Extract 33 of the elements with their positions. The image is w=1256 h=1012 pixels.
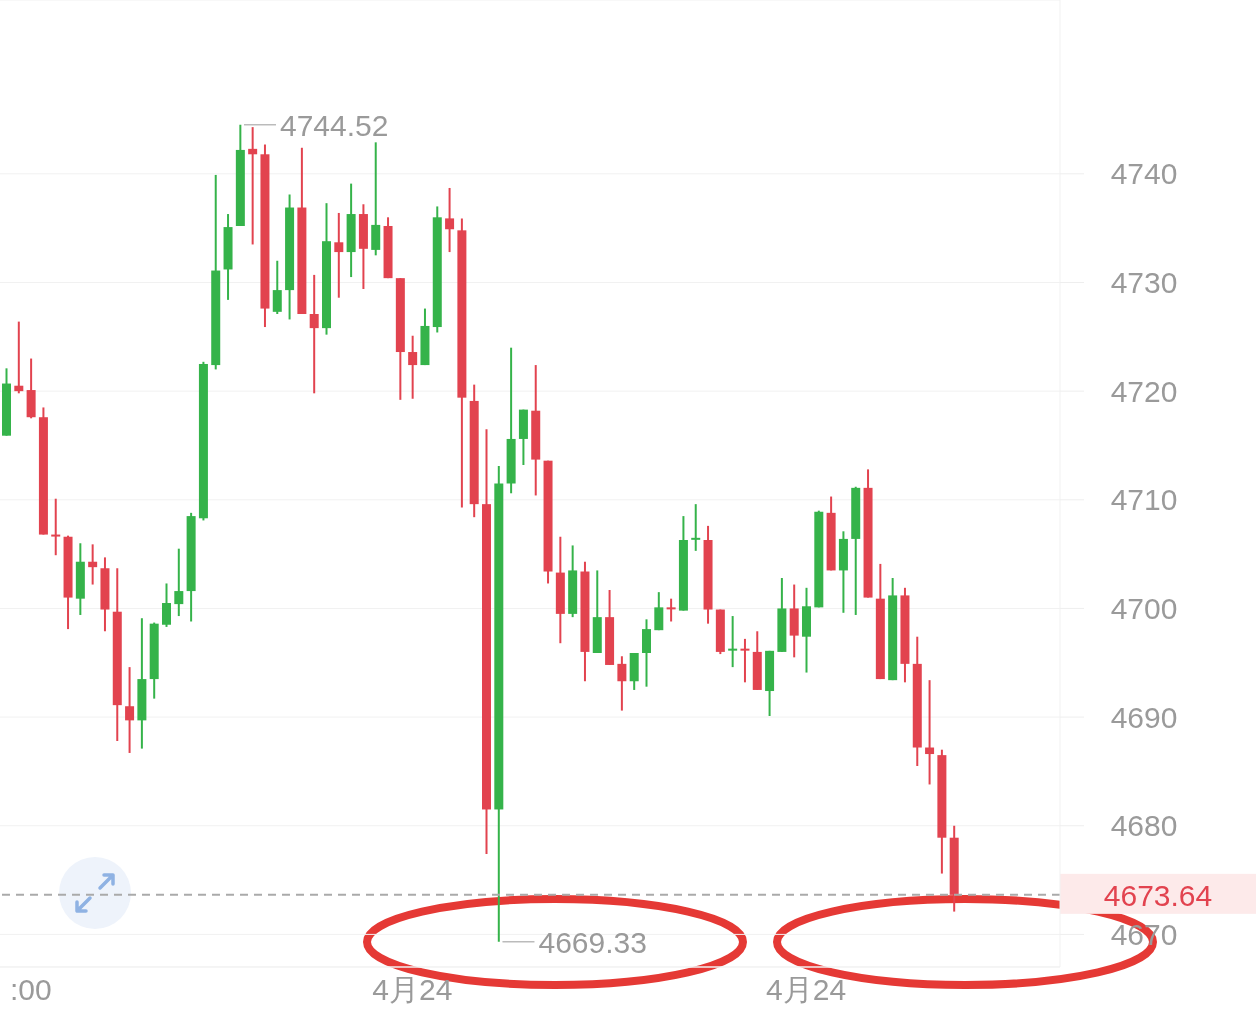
x-tick-label: :00 — [9, 973, 52, 1007]
candlestick — [51, 497, 61, 557]
candlestick — [248, 126, 258, 246]
candlestick — [654, 591, 664, 632]
candlestick — [309, 273, 319, 395]
candlestick — [334, 211, 344, 299]
candlestick — [272, 259, 282, 315]
annotation: 4669.33 — [538, 925, 647, 959]
annotation: 4744.52 — [280, 108, 389, 142]
candlestick — [728, 615, 738, 669]
candlestick — [691, 503, 701, 552]
y-tick-label: 4700 — [1110, 592, 1178, 626]
candlestick — [408, 334, 418, 400]
x-tick-label: 4月24 — [766, 973, 847, 1007]
ref-line-label: 4673.64 — [1103, 878, 1213, 912]
y-tick-label: 4720 — [1110, 374, 1178, 408]
y-tick-label: 4730 — [1110, 266, 1178, 300]
y-tick-label: 4710 — [1110, 483, 1178, 517]
candlestick — [14, 320, 24, 395]
candlestick — [617, 655, 627, 712]
candlestick — [88, 543, 98, 586]
candlestick — [445, 186, 455, 254]
candlestick — [174, 547, 184, 618]
x-tick-label: 4月24 — [372, 973, 453, 1007]
y-tick-label: 4690 — [1110, 700, 1178, 734]
y-tick-label: 4740 — [1110, 157, 1178, 191]
y-tick-label: 4680 — [1110, 809, 1178, 843]
candlestick — [125, 666, 135, 754]
candlestick — [162, 582, 171, 628]
candlestick — [740, 637, 750, 684]
candlestick — [666, 597, 676, 623]
candlestick — [642, 618, 651, 688]
candlestick — [925, 679, 935, 786]
